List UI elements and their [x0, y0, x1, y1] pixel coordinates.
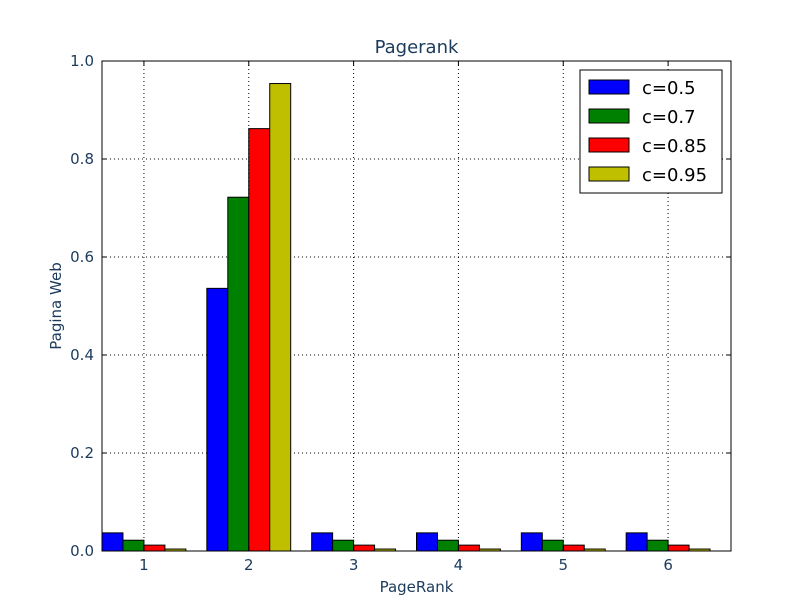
x-tick-label: 5	[558, 556, 568, 574]
y-tick-label: 0.8	[70, 150, 94, 168]
x-tick-label: 1	[139, 556, 149, 574]
chart-title: Pagerank	[375, 37, 459, 58]
bar-c-0-5-cat-1	[101, 532, 124, 552]
y-tick-label: 0.0	[70, 542, 94, 560]
bar-c-0-7-cat-3	[332, 539, 355, 552]
bar-c-0-7-cat-1	[122, 539, 145, 552]
bar-c-0-85-cat-2	[248, 128, 271, 552]
legend-swatch	[588, 137, 630, 153]
legend-label: c=0.85	[642, 136, 707, 157]
bar-c-0-85-cat-5	[562, 544, 585, 552]
y-tick-label: 0.2	[70, 444, 94, 462]
x-tick-label: 3	[349, 556, 359, 574]
legend: c=0.5 c=0.7 c=0.85 c=0.95	[579, 69, 723, 194]
legend-label: c=0.7	[642, 107, 696, 128]
bar-c-0-85-cat-1	[143, 544, 166, 552]
x-tick-label: 2	[244, 556, 254, 574]
plot-frame	[101, 60, 732, 552]
x-axis-label: PageRank	[380, 578, 454, 596]
bars	[101, 83, 711, 552]
legend-swatch	[588, 166, 630, 182]
bar-c-0-7-cat-6	[646, 539, 669, 552]
y-axis-label: Pagina Web	[47, 262, 65, 349]
y-tick-label: 1.0	[70, 52, 94, 70]
bar-c-0-5-cat-6	[625, 532, 648, 552]
bar-c-0-5-cat-3	[311, 532, 334, 552]
bar-c-0-7-cat-4	[436, 539, 459, 552]
bar-c-0-85-cat-6	[667, 544, 690, 552]
bar-c-0-85-cat-3	[353, 544, 376, 552]
bar-c-0-5-cat-4	[416, 532, 438, 552]
bar-c-0-7-cat-2	[227, 196, 250, 552]
legend-label: c=0.95	[642, 165, 707, 186]
x-tick-label: 4	[454, 556, 464, 574]
y-tick-label: 0.4	[70, 346, 94, 364]
bar-c-0-5-cat-5	[520, 532, 543, 552]
x-tick-label: 6	[663, 556, 673, 574]
axis-ticks: 0.0 0.2 0.4 0.6 0.8 1.0 1 2 3 4 5 6	[70, 52, 731, 574]
legend-swatch	[588, 108, 630, 124]
legend-label: c=0.5	[642, 78, 696, 99]
bar-c-0-95-cat-2	[269, 83, 292, 552]
bar-c-0-7-cat-5	[541, 539, 564, 552]
bar-c-0-85-cat-4	[457, 544, 480, 552]
legend-swatch	[588, 79, 630, 95]
y-tick-label: 0.6	[70, 248, 94, 266]
bar-c-0-5-cat-2	[206, 287, 229, 552]
